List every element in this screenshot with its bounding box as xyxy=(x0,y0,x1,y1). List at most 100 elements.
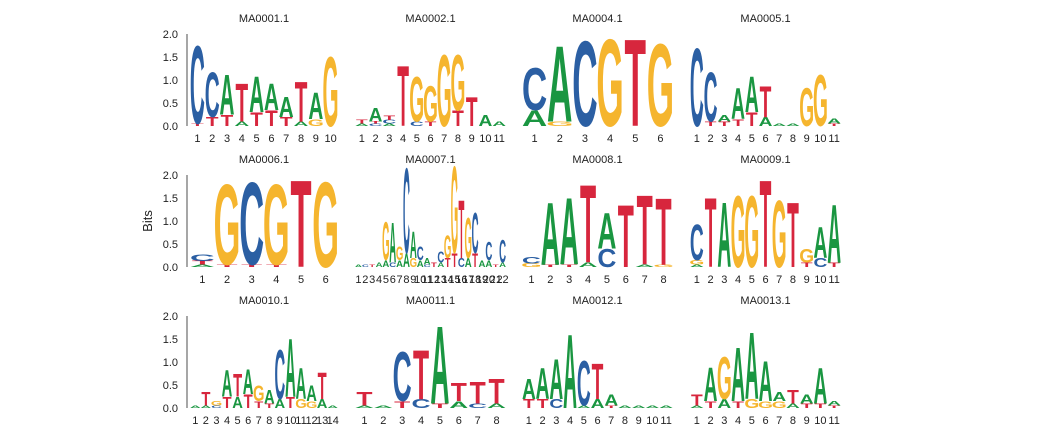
x-tick-label: 1 xyxy=(694,415,700,427)
logo-letter-A: A xyxy=(690,405,704,408)
logo-letter-T: T xyxy=(290,155,311,294)
logo-letter-T: T xyxy=(383,115,395,122)
logo-letter-C: C xyxy=(424,264,431,268)
x-tick-label: 10 xyxy=(284,415,296,427)
logo-letter-C: C xyxy=(190,24,205,149)
x-tick-label: 2 xyxy=(708,133,714,145)
logo-letter-T: T xyxy=(828,405,841,408)
logo-letter-A: A xyxy=(479,259,486,270)
logo-letter-G: G xyxy=(744,174,759,289)
logo-letter-A: A xyxy=(759,115,773,129)
logo-letter-T: T xyxy=(222,395,232,413)
logo-letter-T: T xyxy=(280,114,293,129)
x-tick-label: 3 xyxy=(721,274,727,286)
logo-letter-T: T xyxy=(760,154,772,294)
logo-letter-G: G xyxy=(731,174,746,289)
panel-title: MA0009.1 xyxy=(740,154,790,166)
x-tick-label: 7 xyxy=(776,415,782,427)
logo-letter-G: G xyxy=(799,246,814,267)
logo-letter-A: A xyxy=(417,259,424,270)
logo-letter-A: A xyxy=(704,358,718,412)
logo-letter-T: T xyxy=(470,375,486,411)
x-tick-label: 5 xyxy=(298,274,304,286)
logo-letter-T: T xyxy=(432,403,448,410)
logo-letter-T: T xyxy=(451,377,467,407)
logo-letter-G: G xyxy=(521,263,542,269)
logo-letter-C: C xyxy=(597,243,616,273)
logo-letter-G: G xyxy=(253,382,264,407)
logo-letter-A: A xyxy=(522,106,547,131)
logo-letter-A: A xyxy=(306,382,317,407)
logo-letter-G: G xyxy=(214,160,241,289)
x-tick-label: 10 xyxy=(814,415,826,427)
logo-letter-C: C xyxy=(410,121,424,128)
logo-letter-C: C xyxy=(403,145,410,280)
x-tick-label: 7 xyxy=(475,415,481,427)
logo-letter-G: G xyxy=(409,63,424,135)
logo-letter-A: A xyxy=(549,348,563,412)
logo-letter-A: A xyxy=(275,396,286,411)
x-tick-label: 15 xyxy=(448,274,460,286)
logo-letter-A: A xyxy=(800,392,814,406)
logo-letter-G: G xyxy=(647,20,674,151)
logo-letter-A: A xyxy=(745,311,759,419)
logo-letter-A: A xyxy=(786,403,800,410)
logo-letter-T: T xyxy=(356,388,372,410)
logo-letter-C: C xyxy=(239,159,264,291)
x-tick-label: 3 xyxy=(399,415,405,427)
logo-letter-T: T xyxy=(233,368,242,404)
logo-letter-G: G xyxy=(323,37,339,148)
x-tick-label: 5 xyxy=(749,274,755,286)
logo-letter-A: A xyxy=(190,405,201,409)
x-tick-label: 8 xyxy=(790,133,796,145)
x-tick-label: 9 xyxy=(277,415,283,427)
x-tick-label: 12 xyxy=(305,415,317,427)
logo-letter-C: C xyxy=(389,262,396,269)
logo-letter-G: G xyxy=(308,118,324,129)
panel-title: MA0002.1 xyxy=(405,13,455,25)
logo-letter-A: A xyxy=(264,75,279,119)
x-tick-label: 1 xyxy=(361,415,367,427)
x-tick-label: 11 xyxy=(493,133,504,145)
x-tick-label: 6 xyxy=(762,133,768,145)
x-tick-label: 18 xyxy=(469,274,481,286)
x-tick-label: 4 xyxy=(735,133,741,145)
x-tick-label: 3 xyxy=(566,274,572,286)
logo-letter-T: T xyxy=(318,366,327,408)
logo-letter-T: T xyxy=(732,400,745,411)
logo-letter-T: T xyxy=(397,49,409,146)
logo-letter-T: T xyxy=(705,178,717,289)
logo-letter-A: A xyxy=(222,364,233,406)
logo-letter-T: T xyxy=(413,337,429,415)
logo-letter-G: G xyxy=(211,401,223,408)
logo-letter-A: A xyxy=(731,331,745,417)
logo-letter-A: A xyxy=(403,251,410,273)
logo-letter-G: G xyxy=(306,400,317,411)
logo-letter-T: T xyxy=(250,110,263,131)
y-tick-label: 2.0 xyxy=(163,170,178,182)
logo-letter-G: G xyxy=(410,257,418,271)
x-tick-label: 4 xyxy=(735,274,741,286)
logo-letter-G: G xyxy=(744,397,759,411)
x-tick-label: 11 xyxy=(828,274,839,286)
logo-letter-G: G xyxy=(382,213,389,273)
logo-letter-A: A xyxy=(430,303,449,428)
x-tick-label: 4 xyxy=(273,274,279,286)
x-tick-label: 6 xyxy=(762,274,768,286)
logo-letter-A: A xyxy=(645,405,659,408)
logo-letter-A: A xyxy=(717,397,731,411)
x-tick-label: 5 xyxy=(581,415,587,427)
x-tick-label: 2 xyxy=(224,274,230,286)
logo-letter-A: A xyxy=(690,264,704,267)
logo-letter-C: C xyxy=(572,16,597,152)
logo-letter-A: A xyxy=(308,84,323,128)
logo-letter-G: G xyxy=(813,60,828,142)
x-tick-label: 7 xyxy=(776,274,782,286)
x-tick-label: 3 xyxy=(582,133,588,145)
logo-letter-A: A xyxy=(232,395,243,413)
x-tick-label: 10 xyxy=(646,415,658,427)
logo-letter-A: A xyxy=(813,219,827,268)
logo-letter-G: G xyxy=(653,264,674,268)
logo-letter-G: G xyxy=(465,206,472,270)
